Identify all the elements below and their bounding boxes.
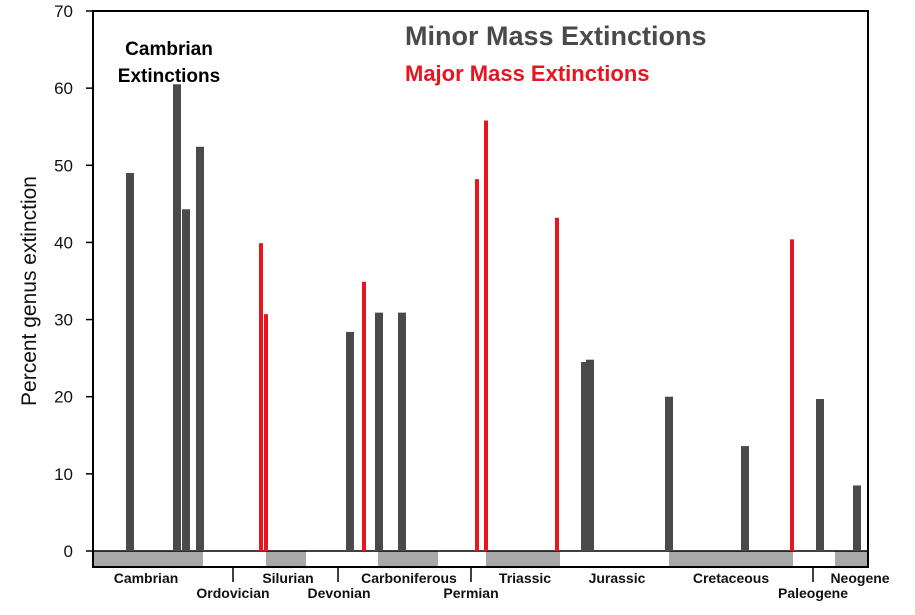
annotation-line-2: Extinctions	[118, 66, 220, 87]
period-label: Silurian	[262, 570, 313, 586]
minor-extinction-bar	[816, 399, 824, 551]
major-extinction-bar	[259, 243, 263, 551]
minor-extinction-bar	[126, 173, 134, 551]
y-axis-label: Percent genus extinction	[18, 176, 41, 406]
y-tick-label: 30	[54, 311, 73, 330]
minor-extinction-bar	[346, 331, 354, 551]
period-label: Neogene	[830, 570, 889, 586]
minor-extinction-bar	[196, 146, 204, 551]
y-tick-label: 70	[54, 2, 73, 21]
period-label: Ordovician	[196, 585, 269, 601]
period-band	[93, 551, 203, 567]
period-labels: Cambrian OrdovicianSilurianDevonianCarbon…	[114, 570, 890, 601]
y-tick-label: 0	[64, 542, 73, 561]
period-label: Permian	[443, 585, 498, 601]
period-band	[266, 551, 306, 567]
y-axis: 0 10 20 30 40 50 60 70	[54, 2, 93, 561]
major-extinction-bar	[555, 217, 559, 551]
minor-extinction-bar	[741, 446, 749, 551]
period-label: Paleogene	[778, 585, 848, 601]
y-tick-label: 50	[54, 156, 73, 175]
period-band	[835, 551, 868, 567]
major-extinction-bar	[484, 120, 488, 552]
minor-extinction-bar	[173, 84, 181, 552]
major-extinction-bar	[264, 314, 268, 551]
major-extinction-bar	[362, 281, 366, 551]
bars	[126, 84, 861, 552]
y-tick-label: 10	[54, 465, 73, 484]
minor-extinction-bar	[375, 312, 383, 551]
legend-minor: Minor Mass Extinctions	[405, 21, 707, 51]
period-label: Cretaceous	[693, 570, 769, 586]
period-dividers	[232, 568, 814, 582]
period-bands	[93, 550, 868, 567]
y-tick-label: 60	[54, 79, 73, 98]
period-band	[486, 551, 560, 567]
minor-extinction-bar	[665, 396, 673, 551]
annotation-line-1: Cambrian	[125, 39, 213, 60]
minor-extinction-bar	[853, 485, 861, 551]
major-extinction-bar	[475, 179, 479, 551]
period-label: Devonian	[307, 585, 370, 601]
period-band	[378, 551, 438, 567]
minor-extinction-bar	[182, 209, 190, 551]
major-extinction-bar	[790, 239, 794, 552]
minor-extinction-bar	[586, 359, 594, 551]
minor-extinction-bar	[581, 362, 589, 551]
period-label: Jurassic	[589, 570, 646, 586]
period-label: Carboniferous	[361, 570, 457, 586]
period-label: Cambrian	[114, 570, 179, 586]
period-label: Triassic	[499, 570, 551, 586]
plot-frame	[92, 10, 869, 568]
y-tick-label: 40	[54, 233, 73, 252]
period-band	[669, 551, 793, 567]
y-tick-label: 20	[54, 388, 73, 407]
legend-major: Major Mass Extinctions	[405, 61, 650, 86]
minor-extinction-bar	[398, 312, 406, 551]
